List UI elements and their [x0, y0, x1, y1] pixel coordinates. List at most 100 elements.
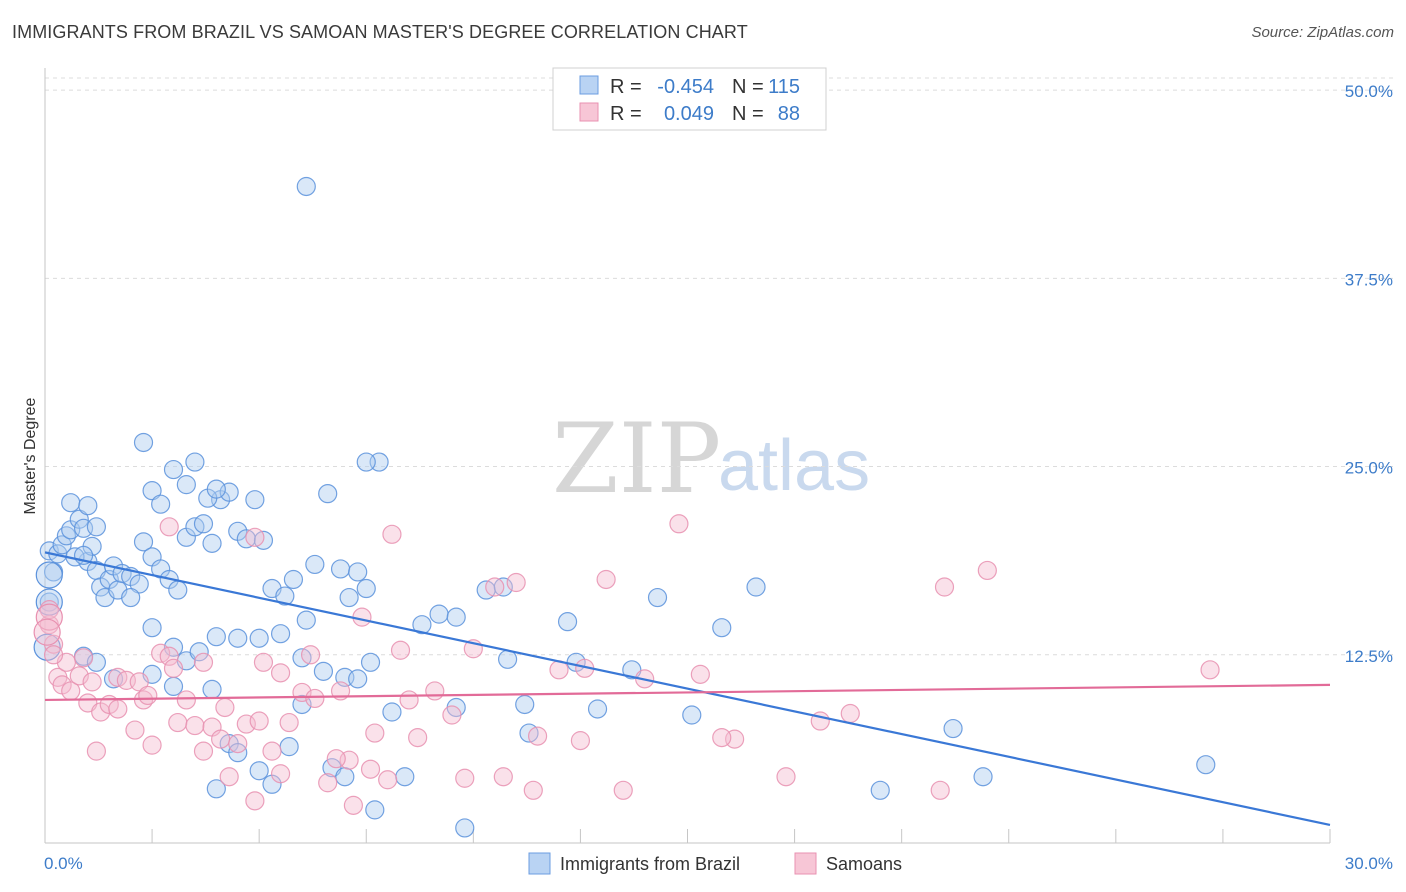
data-point-samoans [168, 712, 188, 733]
legend-n-value-2: 88 [778, 103, 800, 125]
data-point-brazil [133, 432, 154, 453]
data-point-brazil [202, 533, 222, 553]
x-tick-label-min: 0.0% [44, 854, 83, 873]
data-point-samoans [318, 773, 338, 793]
correlation-legend: R = -0.454 N = 115 R = 0.049 N = 88 [552, 67, 827, 131]
data-point-samoans [142, 735, 162, 755]
data-point-brazil [142, 481, 162, 501]
data-point-brazil [746, 577, 766, 597]
data-point-brazil [206, 779, 226, 799]
data-point-brazil [121, 587, 141, 608]
data-point-brazil [142, 618, 162, 638]
data-point-samoans [378, 770, 398, 790]
legend-r-value-1: -0.454 [657, 76, 714, 98]
data-point-brazil [429, 604, 449, 624]
watermark-zip: ZIP [552, 403, 721, 515]
data-point-samoans [390, 640, 411, 660]
data-point-brazil [275, 586, 295, 606]
y-tick-label: 50.0% [1345, 82, 1393, 101]
trend-line-brazil [44, 551, 1331, 827]
data-point-brazil [498, 649, 518, 669]
data-point-brazil [330, 559, 351, 579]
data-point-samoans [613, 780, 633, 800]
data-point-brazil [335, 767, 355, 787]
data-point-brazil [163, 459, 184, 480]
data-point-brazil [129, 574, 149, 594]
data-point-brazil [348, 669, 368, 689]
legend-n-label-1: N = [732, 76, 764, 98]
data-point-samoans [669, 514, 689, 534]
data-point-brazil [279, 737, 299, 757]
series-samoans [33, 514, 1220, 815]
data-point-samoans [219, 767, 239, 787]
data-point-samoans [43, 645, 64, 665]
data-point-brazil [557, 612, 578, 632]
data-point-brazil [313, 661, 334, 681]
data-point-samoans [506, 572, 526, 593]
data-point-brazil [35, 561, 63, 589]
data-point-brazil [943, 718, 963, 739]
data-point-brazil [356, 452, 376, 472]
legend-r-label-1: R = [610, 76, 642, 98]
data-point-samoans [249, 711, 269, 731]
data-point-samoans [360, 759, 381, 779]
data-point-brazil [339, 587, 359, 608]
data-point-brazil [296, 176, 316, 197]
data-point-samoans [365, 723, 385, 743]
data-point-samoans [570, 731, 591, 751]
data-point-brazil [682, 705, 702, 725]
data-point-samoans [159, 517, 179, 537]
data-point-brazil [206, 479, 226, 499]
data-point-brazil [446, 607, 466, 627]
data-point-samoans [125, 720, 145, 740]
data-point-samoans [108, 699, 128, 719]
bottom-legend-swatch-blue [528, 852, 551, 875]
y-tick-label: 37.5% [1345, 270, 1393, 289]
trend-line-samoans [44, 683, 1331, 702]
data-point-samoans [279, 712, 299, 733]
data-point-brazil [365, 800, 385, 820]
data-point-samoans [712, 727, 732, 748]
data-point-samoans [193, 652, 214, 672]
data-point-samoans [934, 577, 955, 597]
data-point-brazil [1196, 755, 1216, 775]
data-point-brazil [283, 569, 304, 590]
y-tick-label: 25.0% [1345, 459, 1393, 478]
data-point-samoans [211, 729, 231, 749]
data-point-brazil [193, 514, 214, 534]
data-point-samoans [408, 727, 428, 748]
data-point-samoans [776, 767, 796, 787]
bottom-legend-label-brazil: Immigrants from Brazil [560, 854, 740, 874]
data-point-brazil [189, 642, 209, 662]
data-point-brazil [360, 652, 381, 672]
data-point-brazil [270, 624, 291, 644]
x-axis-ticks [44, 829, 1331, 843]
data-point-samoans [425, 681, 445, 701]
data-point-samoans [270, 764, 291, 784]
data-point-brazil [151, 494, 171, 514]
y-tick-label: 12.5% [1345, 647, 1393, 666]
data-point-brazil [206, 627, 226, 647]
data-point-brazil [249, 761, 269, 781]
data-point-brazil [356, 578, 376, 599]
data-point-samoans [493, 767, 513, 787]
data-point-brazil [305, 554, 325, 575]
legend-r-value-2: 0.049 [664, 103, 714, 125]
watermark-atlas: atlas [718, 426, 870, 506]
data-point-brazil [52, 535, 72, 555]
bottom-legend-label-samoans: Samoans [826, 854, 902, 874]
data-point-brazil [395, 767, 415, 787]
data-point-brazil [296, 610, 316, 630]
data-point-brazil [455, 818, 475, 838]
series-legend: Immigrants from Brazil Samoans [528, 852, 902, 875]
data-point-samoans [977, 560, 997, 581]
data-point-brazil [249, 628, 269, 648]
data-point-samoans [690, 664, 710, 684]
data-point-brazil [382, 702, 402, 722]
legend-swatch-pink [579, 102, 599, 122]
data-point-brazil [163, 676, 184, 697]
legend-swatch-blue [579, 75, 599, 95]
data-point-brazil [318, 484, 338, 504]
data-point-brazil [78, 496, 98, 516]
